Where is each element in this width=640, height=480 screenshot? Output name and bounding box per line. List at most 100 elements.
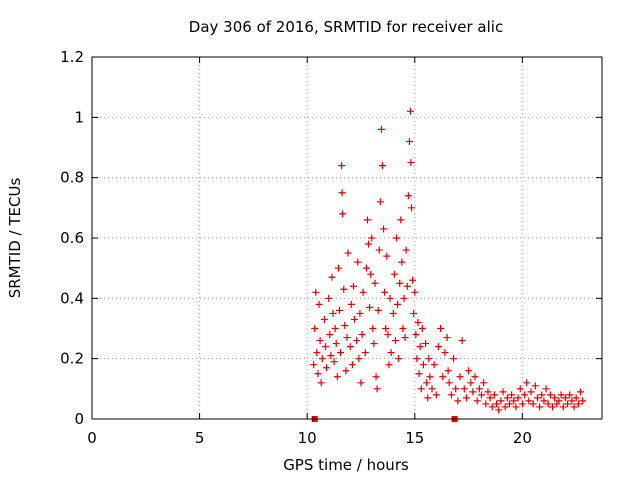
data-point	[411, 288, 419, 296]
data-point	[482, 400, 490, 408]
data-point	[503, 394, 511, 402]
data-point	[531, 382, 539, 390]
y-tick-label: 1	[74, 108, 84, 126]
data-point	[354, 258, 362, 266]
data-point	[372, 373, 380, 381]
data-point	[390, 270, 398, 278]
chart-title: Day 306 of 2016, SRMTID for receiver ali…	[189, 18, 503, 36]
data-point	[375, 246, 383, 254]
x-tick-label: 15	[405, 429, 424, 447]
data-point	[380, 225, 388, 233]
data-point	[331, 325, 339, 332]
plot-frame	[91, 56, 603, 420]
y-tick-label: 1.2	[60, 48, 84, 66]
data-point	[525, 397, 533, 405]
data-point	[409, 276, 417, 284]
data-point	[428, 385, 436, 393]
data-point	[356, 309, 364, 317]
data-point	[340, 285, 348, 293]
data-point	[413, 355, 421, 363]
data-point	[437, 325, 445, 332]
data-point	[406, 107, 414, 115]
data-point	[416, 343, 424, 351]
data-point	[452, 385, 460, 393]
data-point	[357, 379, 365, 387]
data-point	[495, 406, 503, 414]
data-point	[383, 252, 391, 260]
data-point	[410, 309, 418, 317]
data-point	[497, 397, 505, 405]
data-point	[408, 204, 416, 212]
data-point	[510, 397, 518, 405]
data-point	[423, 379, 431, 387]
data-point	[473, 397, 481, 405]
data-point	[385, 361, 393, 369]
data-point	[323, 364, 331, 372]
x-tick-label: 0	[87, 429, 97, 447]
data-point	[458, 337, 466, 345]
data-point	[499, 388, 507, 396]
data-point	[376, 198, 384, 206]
data-point	[402, 246, 410, 254]
data-point	[373, 385, 381, 393]
data-point	[469, 388, 477, 396]
data-point	[367, 270, 375, 278]
data-point	[313, 349, 321, 357]
data-point	[445, 379, 453, 387]
data-point	[523, 379, 531, 387]
data-point	[361, 349, 369, 357]
data-point	[559, 403, 567, 411]
data-point	[377, 125, 385, 133]
data-point	[418, 325, 426, 332]
data-point	[540, 397, 548, 405]
data-point	[549, 403, 557, 411]
data-point	[366, 303, 374, 311]
y-tick-label: 0	[74, 410, 84, 428]
data-point	[368, 234, 376, 242]
data-point	[365, 240, 373, 248]
data-point	[518, 400, 526, 408]
data-point	[561, 394, 569, 402]
data-point	[321, 343, 329, 351]
y-tick-label: 0.2	[60, 350, 84, 368]
data-point	[351, 315, 359, 323]
x-tick-label: 20	[513, 429, 532, 447]
data-point	[417, 385, 425, 393]
data-point	[339, 210, 347, 218]
data-point	[315, 300, 323, 308]
grid-layer	[92, 57, 602, 419]
data-point	[536, 403, 544, 411]
y-tick-label: 0.4	[60, 289, 84, 307]
data-point	[477, 391, 485, 399]
data-point	[405, 137, 413, 145]
data-point	[401, 334, 409, 342]
data-point	[570, 403, 578, 411]
data-point	[358, 331, 366, 339]
data-point	[392, 234, 400, 242]
data-point	[572, 394, 580, 402]
data-point	[359, 288, 367, 296]
data-point	[415, 370, 423, 378]
data-point	[434, 343, 442, 351]
data-point	[317, 379, 325, 387]
data-point	[465, 367, 473, 375]
data-point	[546, 391, 554, 399]
data-point	[342, 367, 350, 375]
data-point	[337, 349, 345, 357]
data-point	[355, 355, 363, 363]
data-point	[529, 400, 537, 408]
data-point	[407, 159, 415, 167]
data-point	[460, 385, 468, 393]
data-point	[471, 373, 479, 381]
points-layer	[310, 107, 587, 422]
x-tick-label: 5	[195, 429, 205, 447]
data-point	[512, 403, 520, 411]
x-axis-label: GPS time / hours	[283, 456, 409, 474]
data-point	[396, 279, 404, 287]
data-point	[508, 391, 516, 399]
data-point	[346, 343, 354, 351]
data-point	[404, 192, 412, 200]
data-point	[371, 279, 379, 287]
data-point	[493, 400, 501, 408]
